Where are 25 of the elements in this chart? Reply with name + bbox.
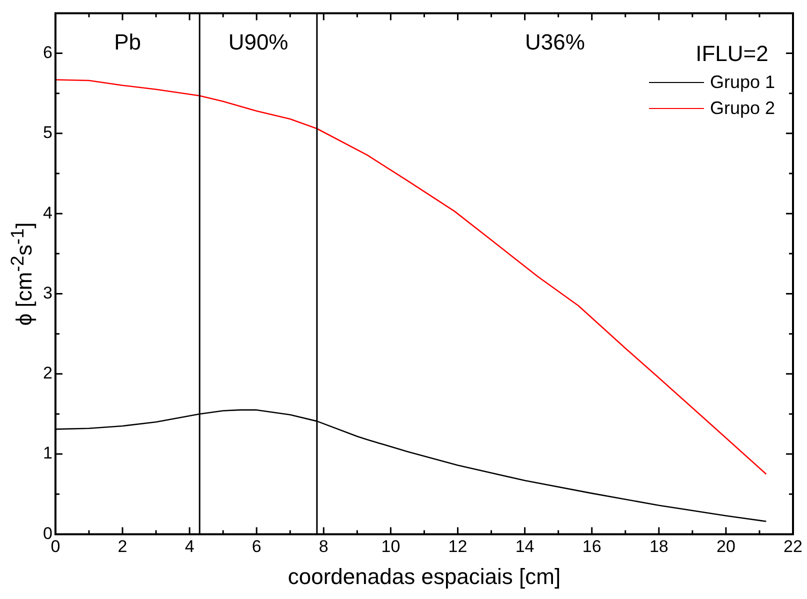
y-tick-label: 0 [42, 524, 52, 543]
x-tick-label: 16 [582, 537, 602, 556]
y-tick-label: 5 [42, 123, 52, 142]
x-tick-label: 22 [784, 537, 802, 556]
legend-label: Grupo 2 [710, 97, 775, 120]
x-tick-label: 20 [716, 537, 736, 556]
x-tick-label: 6 [252, 537, 262, 556]
annotation: U36% [525, 29, 585, 54]
x-tick-label: 14 [515, 537, 534, 556]
legend-title: IFLU=2 [694, 41, 770, 68]
x-tick-label: 12 [448, 537, 468, 556]
x-tick-label: 18 [649, 537, 668, 556]
annotation: U90% [228, 29, 288, 54]
y-tick-label: 3 [42, 283, 52, 302]
y-tick-label: 6 [42, 42, 52, 62]
x-tick-label: 2 [118, 537, 128, 556]
y-tick-label: 2 [42, 364, 52, 383]
x-tick-label: 8 [318, 537, 328, 556]
annotation: Pb [114, 29, 141, 54]
y-tick-label: 1 [42, 444, 52, 463]
x-axis-title: coordenadas espaciais [cm] [288, 564, 561, 589]
legend-label: Grupo 1 [710, 71, 775, 94]
x-tick-label: 4 [184, 537, 194, 556]
x-tick-label: 10 [381, 537, 400, 556]
y-tick-label: 4 [42, 203, 52, 222]
